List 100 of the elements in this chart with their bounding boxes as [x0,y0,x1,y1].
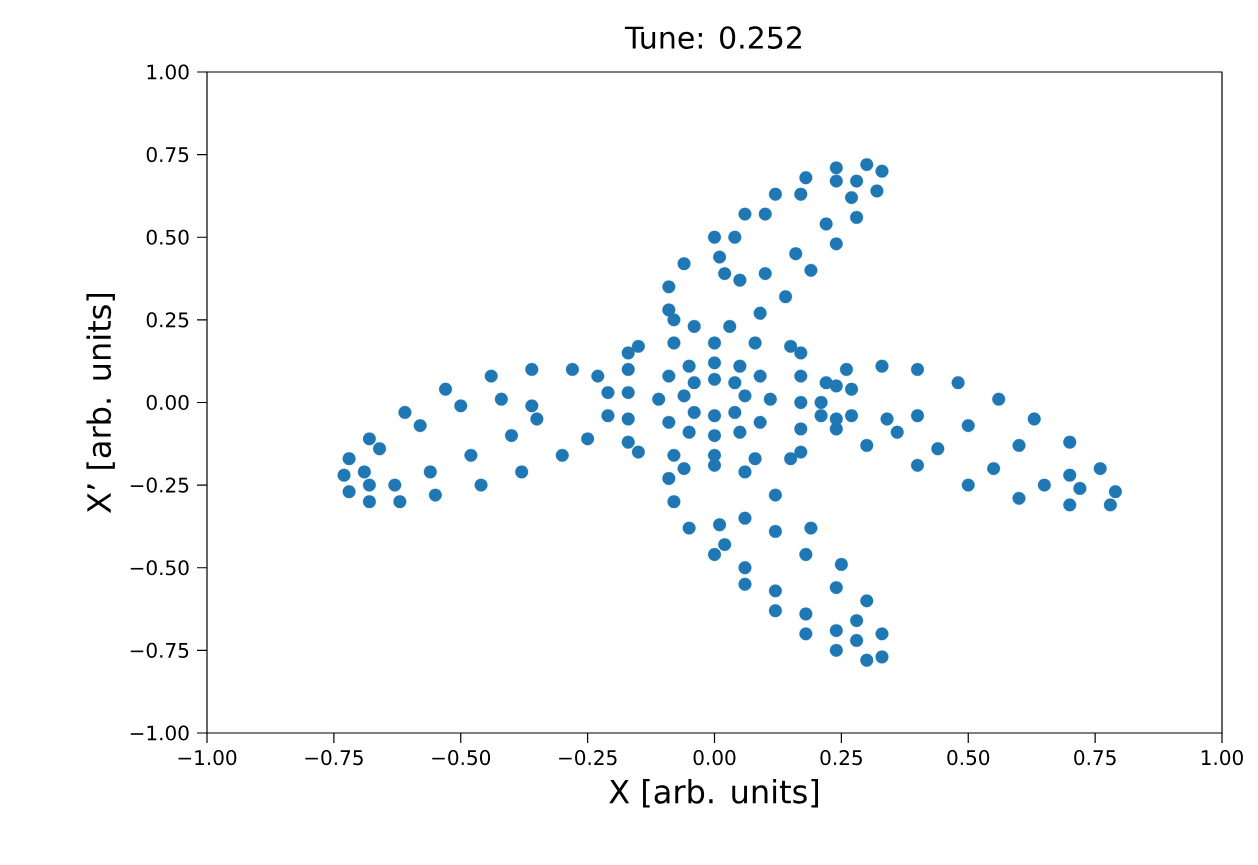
point [677,389,691,403]
point [738,511,752,525]
point [794,369,808,383]
point [728,376,742,390]
point [428,488,442,502]
point [621,362,635,376]
point [880,412,894,426]
point [398,405,412,419]
point [850,633,864,647]
point [845,191,859,205]
point [621,412,635,426]
x-tick-label: 1.00 [1201,750,1243,766]
point [768,524,782,538]
point [621,346,635,360]
point [733,273,747,287]
point [768,488,782,502]
point [804,521,818,535]
point [1012,491,1026,505]
point [829,161,843,175]
point [794,346,808,360]
point [393,495,407,509]
point [362,432,376,446]
point [621,435,635,449]
point [707,336,722,350]
point [860,653,874,667]
point [784,339,798,353]
point [565,362,579,376]
point [794,422,808,436]
point [738,207,752,221]
point [682,359,696,373]
point [342,452,356,466]
point [555,448,569,462]
point [723,319,737,333]
point [707,409,722,423]
point [530,412,544,426]
point [961,419,975,433]
point [819,217,833,231]
x-tick-label: −0.25 [559,750,617,766]
point [667,448,681,462]
point [799,607,813,621]
y-tick-label: 1.00 [147,64,189,80]
point [662,303,676,317]
point [687,376,701,390]
point [707,230,722,244]
y-tick-label: 0.00 [146,394,189,411]
point [1063,435,1077,449]
point [687,319,701,333]
point [474,478,488,492]
point [845,409,859,423]
y-tick-label: 0.25 [146,312,189,328]
point [707,547,722,562]
point [804,263,818,277]
point [1063,468,1077,482]
point [758,267,772,281]
point [753,369,767,383]
point [733,359,747,373]
point [860,438,874,452]
x-tick-label: −0.50 [432,750,491,766]
point [748,336,762,350]
point [357,465,371,479]
point [677,462,691,476]
point [728,405,742,419]
point [794,187,808,201]
point [799,171,813,185]
point [631,339,645,353]
point [1093,462,1107,476]
point [829,624,843,638]
point [748,452,762,466]
x-tick-label: 0.75 [1074,750,1116,766]
point [362,495,376,509]
point [388,478,402,492]
y-tick-label: 0.75 [146,147,189,163]
point [931,442,945,456]
point [667,495,681,509]
point [829,581,843,595]
point [413,419,427,433]
point [779,290,793,304]
x-tick-label: −0.75 [305,750,363,766]
point [758,207,772,221]
point [910,458,925,472]
point [860,594,874,608]
point [875,650,889,664]
point [464,448,478,462]
point [829,412,843,426]
point [910,362,925,376]
point [713,518,727,532]
point [768,187,782,201]
point [662,369,676,383]
point [601,386,615,400]
point [631,445,645,459]
point [687,405,701,419]
point [890,425,904,439]
point [829,174,843,188]
y-tick-label: 0.50 [146,229,189,245]
point [662,280,676,294]
point [1108,485,1122,499]
point [707,356,722,370]
point [814,395,828,409]
point [1037,478,1051,492]
point [525,362,539,376]
